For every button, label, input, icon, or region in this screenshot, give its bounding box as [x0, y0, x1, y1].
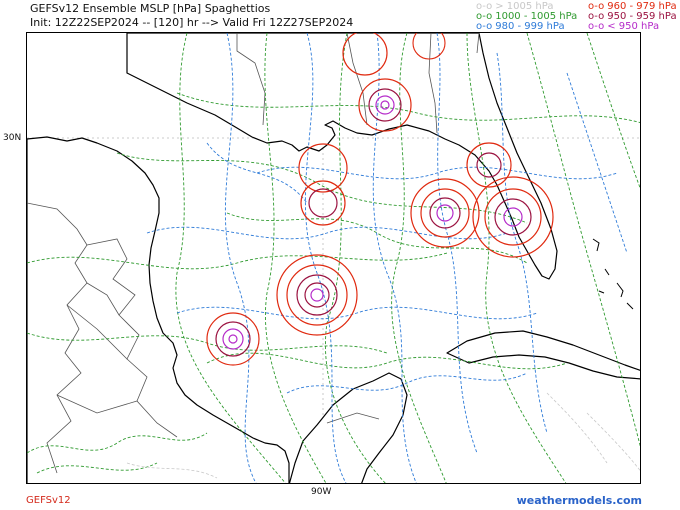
storm-system-central-gulf — [298, 143, 348, 226]
legend-label: 950 - 959 hPa — [607, 11, 677, 22]
legend-label: > 1005 hPa — [495, 1, 554, 12]
us-gulf-coast — [27, 136, 290, 483]
legend-marker: o-o — [476, 1, 493, 12]
legend-label: 1000 - 1005 hPa — [495, 11, 578, 22]
latitude-label: 30N — [3, 133, 22, 143]
legend-marker: o-o — [588, 1, 605, 12]
isobar-tracks-grey — [126, 392, 640, 479]
chart-title: GEFSv12 Ensemble MSLP [hPa] Spaghettios — [30, 2, 271, 15]
legend-entry-1000-1005: o-o 1000 - 1005 hPa — [476, 11, 577, 22]
model-name: GEFSv12 — [26, 495, 71, 506]
legend-marker: o-o — [588, 11, 605, 22]
storm-system-south-central — [276, 254, 358, 336]
political-borders — [27, 33, 480, 474]
map-panel — [26, 32, 641, 484]
storm-system-southwest — [206, 312, 260, 366]
legend-marker: o-o — [476, 11, 493, 22]
legend-entry-980-999: o-o 980 - 999 hPa — [476, 21, 565, 32]
cuba-island — [446, 330, 640, 380]
yucatan-land — [288, 372, 408, 483]
legend-entry-lt950: o-o < 950 hPa — [588, 21, 659, 32]
louisiana-coast — [126, 33, 558, 280]
legend-marker: o-o — [476, 21, 493, 32]
longitude-label: 90W — [311, 487, 332, 497]
legend-entry-960-979: o-o 960 - 979 hPa — [588, 1, 677, 12]
legend-label: < 950 hPa — [607, 21, 660, 32]
legend-label: 980 - 999 hPa — [495, 21, 565, 32]
coastlines — [27, 33, 558, 483]
legend-label: 960 - 979 hPa — [607, 1, 677, 12]
init-valid-line: Init: 12Z22SEP2024 -- [120] hr --> Valid… — [30, 16, 354, 29]
bahamas-islands — [592, 238, 634, 310]
site-credit[interactable]: weathermodels.com — [516, 494, 642, 507]
isobar-tracks-blue — [146, 33, 628, 483]
storm-system-louisiana — [342, 33, 446, 132]
legend-entry-950-959: o-o 950 - 959 hPa — [588, 11, 677, 22]
map-canvas — [27, 33, 640, 483]
legend-entry-gt1005: o-o > 1005 hPa — [476, 1, 553, 12]
storm-system-west-florida — [410, 142, 554, 258]
legend-marker: o-o — [588, 21, 605, 32]
